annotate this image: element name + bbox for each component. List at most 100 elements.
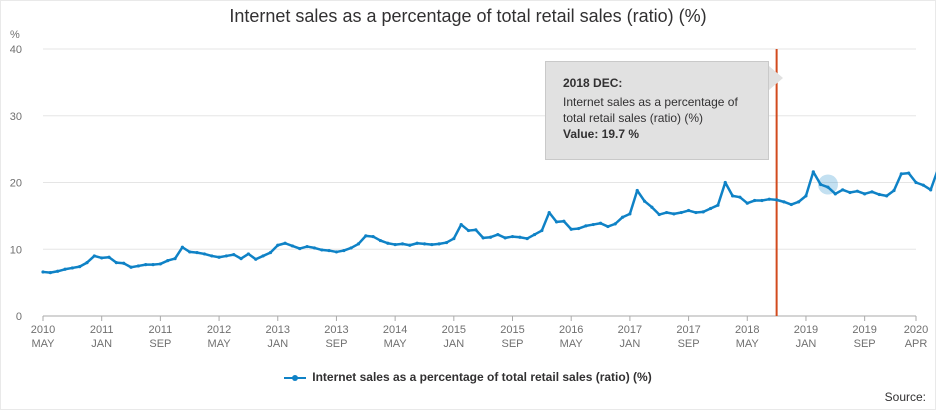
data-point[interactable]	[290, 244, 295, 248]
data-point[interactable]	[444, 240, 449, 245]
data-point[interactable]	[723, 180, 727, 185]
data-point[interactable]	[408, 243, 412, 247]
data-point[interactable]	[180, 245, 184, 249]
data-point[interactable]	[41, 270, 45, 274]
data-point[interactable]	[474, 228, 478, 232]
data-point[interactable]	[415, 241, 419, 245]
data-point[interactable]	[334, 250, 339, 254]
data-point[interactable]	[760, 198, 764, 203]
data-point[interactable]	[775, 198, 779, 202]
data-point[interactable]	[892, 188, 896, 193]
data-point[interactable]	[188, 250, 192, 254]
data-point[interactable]	[437, 242, 441, 246]
data-point[interactable]	[371, 234, 375, 239]
data-point[interactable]	[701, 210, 705, 214]
data-point[interactable]	[122, 261, 126, 265]
data-point[interactable]	[598, 221, 603, 225]
data-point[interactable]	[745, 201, 749, 205]
data-point[interactable]	[356, 242, 361, 246]
data-point[interactable]	[620, 215, 625, 219]
data-point[interactable]	[48, 271, 52, 275]
data-point[interactable]	[863, 192, 867, 196]
data-point[interactable]	[525, 236, 529, 241]
data-point[interactable]	[136, 264, 140, 268]
data-point[interactable]	[312, 246, 317, 250]
data-point[interactable]	[613, 222, 617, 226]
series-line[interactable]	[42, 116, 936, 274]
data-point[interactable]	[430, 242, 434, 247]
data-point[interactable]	[899, 172, 903, 176]
data-point[interactable]	[929, 188, 933, 192]
data-point[interactable]	[466, 228, 471, 233]
data-point[interactable]	[679, 210, 683, 215]
data-point[interactable]	[114, 261, 118, 265]
data-point[interactable]	[753, 198, 757, 203]
data-point[interactable]	[914, 180, 918, 185]
data-point[interactable]	[268, 250, 273, 255]
data-point[interactable]	[151, 263, 155, 267]
data-point[interactable]	[870, 190, 874, 194]
data-point[interactable]	[532, 232, 537, 237]
data-point[interactable]	[642, 199, 647, 203]
data-point[interactable]	[173, 256, 177, 261]
data-point[interactable]	[459, 222, 463, 227]
data-point[interactable]	[298, 246, 302, 251]
data-point[interactable]	[129, 265, 133, 269]
data-point[interactable]	[569, 227, 573, 231]
data-point[interactable]	[393, 242, 397, 247]
data-point[interactable]	[202, 252, 206, 256]
data-point[interactable]	[877, 192, 881, 197]
data-point[interactable]	[694, 210, 698, 215]
data-point[interactable]	[320, 248, 324, 252]
data-point[interactable]	[650, 205, 654, 209]
data-point[interactable]	[518, 235, 522, 239]
data-point[interactable]	[349, 246, 353, 250]
data-point[interactable]	[503, 236, 507, 240]
data-point[interactable]	[496, 232, 500, 237]
data-point[interactable]	[738, 195, 742, 199]
data-point[interactable]	[63, 267, 67, 271]
data-point[interactable]	[56, 269, 60, 273]
data-point[interactable]	[664, 210, 669, 215]
data-point[interactable]	[841, 188, 845, 192]
data-point[interactable]	[767, 197, 771, 201]
data-point[interactable]	[254, 257, 258, 261]
data-point[interactable]	[378, 238, 383, 243]
data-point[interactable]	[848, 190, 852, 195]
data-point[interactable]	[239, 256, 243, 261]
data-point[interactable]	[885, 194, 889, 198]
data-point[interactable]	[606, 224, 610, 229]
data-point[interactable]	[804, 194, 808, 198]
data-point[interactable]	[85, 261, 89, 265]
data-point[interactable]	[797, 200, 801, 204]
legend[interactable]: Internet sales as a percentage of total …	[0, 370, 936, 384]
data-point[interactable]	[584, 224, 588, 228]
data-point[interactable]	[907, 171, 911, 175]
data-point[interactable]	[100, 256, 104, 260]
data-point[interactable]	[92, 254, 96, 258]
data-point[interactable]	[811, 170, 815, 174]
data-point[interactable]	[591, 222, 595, 227]
data-point[interactable]	[481, 236, 485, 240]
data-point[interactable]	[547, 210, 551, 215]
data-point[interactable]	[386, 241, 390, 245]
data-point[interactable]	[488, 235, 493, 239]
data-point[interactable]	[826, 185, 830, 189]
data-point[interactable]	[283, 241, 287, 245]
data-point[interactable]	[107, 255, 111, 259]
data-point[interactable]	[672, 212, 676, 216]
data-point[interactable]	[730, 194, 735, 198]
data-point[interactable]	[246, 252, 251, 256]
data-point[interactable]	[400, 242, 405, 246]
data-point[interactable]	[833, 192, 837, 196]
data-point[interactable]	[261, 254, 265, 258]
data-point[interactable]	[554, 220, 559, 224]
data-point[interactable]	[144, 263, 148, 267]
data-point[interactable]	[921, 183, 925, 187]
data-point[interactable]	[716, 203, 720, 207]
data-point[interactable]	[510, 234, 515, 239]
data-point[interactable]	[708, 206, 713, 211]
data-point[interactable]	[195, 250, 199, 255]
data-point[interactable]	[819, 182, 823, 187]
data-point[interactable]	[217, 255, 221, 259]
